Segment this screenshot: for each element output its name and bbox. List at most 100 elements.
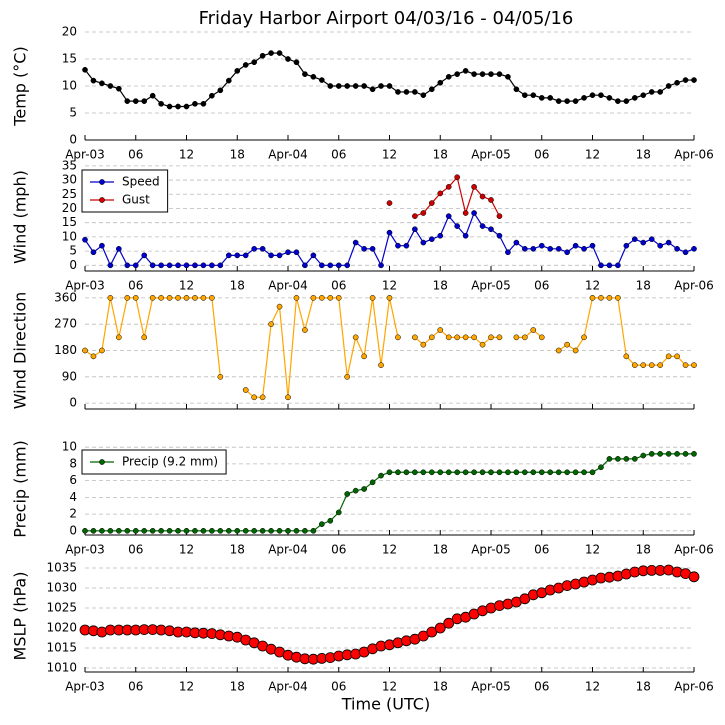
data-point <box>361 245 367 252</box>
data-point <box>521 245 528 252</box>
x-tick-label: 06 <box>331 279 346 293</box>
legend: Precip (9.2 mm) <box>81 449 227 475</box>
x-tick-label: 18 <box>230 680 245 694</box>
data-point <box>386 295 393 301</box>
data-point <box>124 98 131 104</box>
data-point <box>395 469 401 476</box>
data-point <box>471 71 477 77</box>
data-point <box>318 77 325 83</box>
data-point <box>412 213 418 219</box>
data-point <box>555 245 562 252</box>
x-tick-label: 18 <box>433 543 448 557</box>
y-tick-label: 1030 <box>46 581 77 595</box>
legend-box <box>81 169 169 213</box>
data-point <box>488 197 494 203</box>
y-axis-label: Wind (mph) <box>11 170 30 264</box>
data-point <box>530 92 537 99</box>
data-point <box>293 295 300 301</box>
data-point <box>564 249 570 256</box>
data-point <box>378 262 384 269</box>
x-tick-label: 18 <box>433 680 448 694</box>
data-point <box>581 245 587 252</box>
x-tick-label: 18 <box>636 148 651 162</box>
data-point <box>395 89 401 95</box>
data-point <box>361 353 367 360</box>
data-point <box>268 50 274 56</box>
data-point <box>251 527 258 534</box>
data-point <box>674 79 680 86</box>
data-point <box>217 87 224 94</box>
data-point <box>158 295 164 301</box>
y-tick-label: 90 <box>62 369 77 383</box>
data-point <box>623 353 630 360</box>
data-point <box>462 232 469 239</box>
y-tick-label: 10 <box>62 79 77 93</box>
data-point <box>564 98 570 104</box>
data-point <box>166 295 173 301</box>
data-point <box>217 262 224 269</box>
data-point <box>90 77 97 84</box>
x-tick-label: 12 <box>585 148 600 162</box>
y-tick-label: 360 <box>54 290 77 304</box>
data-point <box>99 80 105 87</box>
data-point <box>598 92 604 99</box>
x-tick-label: 12 <box>585 543 600 557</box>
data-point <box>259 245 266 252</box>
data-point <box>547 245 554 252</box>
data-point <box>598 295 604 301</box>
y-tick-label: 180 <box>54 343 77 357</box>
data-point <box>615 295 621 301</box>
data-point <box>521 334 528 341</box>
data-point <box>674 245 680 252</box>
data-point <box>90 527 97 534</box>
x-tick-label: 18 <box>230 148 245 162</box>
y-tick-label: 15 <box>62 52 77 66</box>
data-point <box>115 527 122 534</box>
x-tick-label: Apr-05 <box>471 148 511 162</box>
data-point <box>318 521 325 527</box>
y-tick-label: 25 <box>62 187 77 201</box>
x-tick-label: 12 <box>382 680 397 694</box>
data-point <box>344 262 351 269</box>
data-point <box>158 262 164 269</box>
data-point <box>513 239 520 246</box>
data-point <box>141 334 148 341</box>
y-tick-label: 1025 <box>46 601 77 615</box>
data-point <box>640 362 647 368</box>
x-tick-label: Apr-03 <box>65 279 105 293</box>
data-point <box>420 469 427 476</box>
data-point <box>428 236 435 243</box>
data-point <box>648 89 655 95</box>
y-tick-label: 35 <box>62 158 77 172</box>
x-tick-label: Apr-04 <box>268 543 308 557</box>
data-point <box>462 334 469 341</box>
data-point <box>335 509 342 516</box>
data-point <box>682 451 689 457</box>
data-point <box>682 362 689 368</box>
data-point <box>302 262 308 269</box>
data-point <box>285 56 291 62</box>
data-point <box>175 103 181 110</box>
y-tick-label: 20 <box>62 201 77 215</box>
x-tick-label: 12 <box>179 279 194 293</box>
data-point <box>276 50 283 56</box>
data-point <box>327 83 334 89</box>
data-point <box>505 249 511 256</box>
y-axis-label: Precip (mm) <box>11 440 30 538</box>
data-point <box>175 262 181 269</box>
data-point <box>293 527 300 534</box>
data-point <box>682 249 689 256</box>
x-tick-label: 18 <box>230 279 245 293</box>
data-point <box>124 527 131 534</box>
x-tick-label: Apr-05 <box>471 543 511 557</box>
data-point <box>564 469 570 476</box>
data-point <box>657 89 664 95</box>
data-point <box>631 362 638 368</box>
data-point <box>665 353 672 360</box>
data-point <box>606 95 613 101</box>
data-point <box>183 262 190 269</box>
x-tick-label: 06 <box>128 543 143 557</box>
data-point <box>209 527 215 534</box>
y-tick-label: 15 <box>62 215 77 229</box>
